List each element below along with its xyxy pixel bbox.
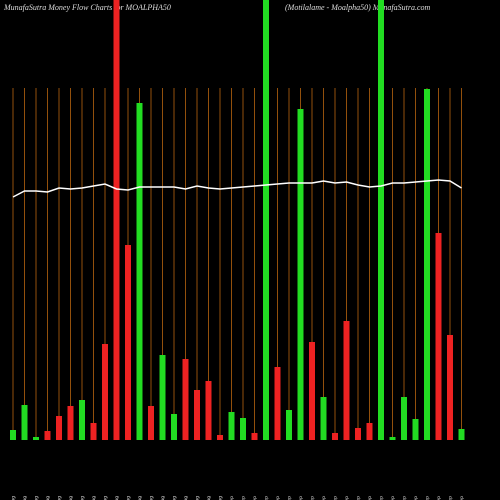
x-tick-label: 08 Aug — [68, 496, 74, 500]
bar — [10, 430, 16, 440]
bar — [424, 89, 430, 440]
bar — [343, 321, 350, 440]
bar — [412, 419, 419, 440]
chart-subtitle: (Motilalame - Moalpha50) MunafaSutra.com — [285, 3, 431, 12]
x-tick-label: 05 Sep — [275, 496, 281, 500]
x-tick-label: 16 Sep — [356, 496, 362, 500]
x-tick-label: 02 Sep — [241, 496, 247, 500]
x-tick-label: 21 Aug — [160, 496, 166, 500]
bar — [217, 435, 223, 440]
bar — [228, 412, 235, 440]
bar — [44, 431, 51, 440]
bar — [194, 390, 200, 440]
x-tick-label: 04 Sep — [264, 496, 270, 500]
bar — [136, 103, 143, 440]
x-tick-label: 15 Sep — [344, 496, 350, 500]
bar — [320, 397, 327, 440]
x-tick-label: 29 Aug — [218, 496, 224, 500]
bar — [67, 406, 74, 440]
bar — [79, 400, 85, 440]
x-tick-label: 05 Aug — [34, 496, 40, 500]
bar — [274, 367, 281, 440]
bar — [435, 233, 442, 440]
x-tick-label: 25 Aug — [183, 496, 189, 500]
x-tick-label: 13 Aug — [103, 496, 109, 500]
x-tick-label: 22 Sep — [402, 496, 408, 500]
bar — [56, 416, 62, 440]
bar — [171, 414, 177, 440]
bar — [458, 429, 465, 440]
x-tick-label: 26 Sep — [448, 496, 454, 500]
x-tick-label: 07 Aug — [57, 496, 63, 500]
x-tick-label: 11 Sep — [321, 496, 327, 500]
x-tick-label: 12 Sep — [333, 496, 339, 500]
x-tick-label: 28 Aug — [206, 496, 212, 500]
x-tick-label: 22 Aug — [172, 496, 178, 500]
x-tick-label: 26 Aug — [195, 496, 201, 500]
bar — [401, 397, 407, 440]
bar — [286, 410, 292, 440]
x-tick-label: 29 Sep — [459, 496, 465, 500]
x-tick-label: 11 Aug — [80, 496, 86, 500]
x-tick-label: 19 Aug — [137, 496, 143, 500]
bar — [113, 0, 120, 440]
x-tick-label: 12 Aug — [91, 496, 97, 500]
x-tick-label: 18 Sep — [379, 496, 385, 500]
x-tick-label: 01 Sep — [229, 496, 235, 500]
bar — [102, 344, 108, 440]
x-tick-label: 04 Aug — [22, 496, 28, 500]
bar — [159, 355, 166, 440]
x-tick-label: 10 Sep — [310, 496, 316, 500]
x-tick-label: 17 Sep — [367, 496, 373, 500]
x-tick-label: 03 Sep — [252, 496, 258, 500]
x-tick-label: 09 Sep — [298, 496, 304, 500]
x-tick-label: 23 Sep — [413, 496, 419, 500]
bar — [378, 0, 384, 440]
line-series — [12, 179, 462, 198]
bar — [389, 437, 396, 440]
bar — [366, 423, 373, 440]
x-tick-label: 25 Sep — [436, 496, 442, 500]
x-tick-label: 18 Aug — [126, 496, 132, 500]
chart-title: MunafaSutra Money Flow Charts for MOALPH… — [3, 3, 171, 12]
x-tick-label: 19 Sep — [390, 496, 396, 500]
x-tick-label: 14 Aug — [114, 496, 120, 500]
x-tick-label: 06 Aug — [45, 496, 51, 500]
bar — [332, 433, 338, 440]
bar — [309, 342, 315, 440]
x-tick-label: 20 Aug — [149, 496, 155, 500]
bar — [182, 359, 189, 440]
bar — [125, 245, 131, 440]
plot-area — [10, 0, 465, 440]
bar — [297, 109, 304, 440]
bar — [355, 428, 361, 440]
bar — [21, 405, 28, 440]
bar — [263, 0, 269, 440]
bar — [33, 437, 39, 440]
bar — [148, 406, 154, 440]
x-tick-label: 01 Aug — [11, 496, 17, 500]
x-tick-label: 24 Sep — [425, 496, 431, 500]
bar — [205, 381, 212, 440]
bar — [447, 335, 453, 440]
bar — [240, 418, 246, 440]
bar — [90, 423, 97, 440]
bar — [251, 433, 258, 440]
x-tick-label: 08 Sep — [287, 496, 293, 500]
